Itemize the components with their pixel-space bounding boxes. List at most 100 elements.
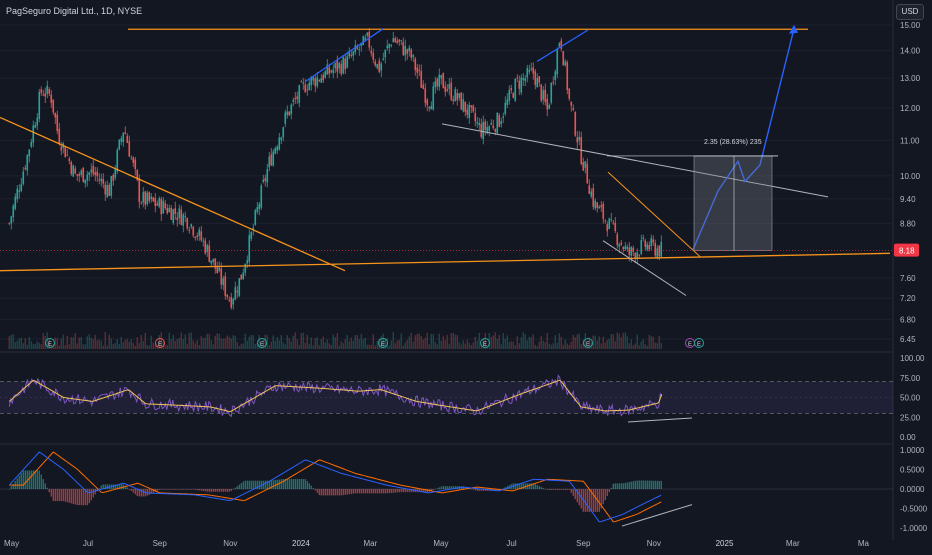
candle-body xyxy=(154,198,157,207)
volume-bar xyxy=(400,333,402,349)
volume-bar xyxy=(46,332,48,349)
macd-histogram-bar xyxy=(300,478,302,489)
candle-body xyxy=(220,268,223,285)
macd-histogram-bar xyxy=(450,486,452,489)
candle-body xyxy=(416,67,419,73)
volume-bar xyxy=(414,335,416,349)
volume-bar xyxy=(306,334,308,349)
volume-bar xyxy=(598,336,600,349)
macd-histogram-bar xyxy=(522,483,524,489)
candle-body xyxy=(442,73,445,89)
volume-bar xyxy=(82,344,84,349)
volume-bar xyxy=(120,337,122,349)
candle-body xyxy=(562,51,565,66)
candle-body xyxy=(34,124,37,128)
candle-body xyxy=(120,138,123,142)
volume-bar xyxy=(272,335,274,349)
macd-histogram-bar xyxy=(126,487,128,489)
candle-body xyxy=(530,68,533,70)
volume-bar xyxy=(252,335,254,349)
macd-histogram-bar xyxy=(448,486,450,489)
macd-histogram-bar xyxy=(556,489,558,490)
macd-tick-label: -0.5000 xyxy=(900,505,928,514)
candle-body xyxy=(342,57,345,74)
volume-bar xyxy=(98,339,100,349)
macd-histogram-bar xyxy=(344,489,346,495)
volume-bar xyxy=(184,334,186,349)
volume-bar xyxy=(288,338,290,349)
macd-histogram-bar xyxy=(216,489,218,492)
volume-bar xyxy=(524,334,526,349)
volume-bar xyxy=(566,343,568,349)
candle-body xyxy=(134,159,137,170)
macd-histogram-bar xyxy=(592,489,594,512)
candle-body xyxy=(460,92,463,110)
candle-body xyxy=(26,155,29,171)
volume-bar xyxy=(62,334,64,349)
volume-bar xyxy=(180,332,182,349)
volume-bar xyxy=(290,341,292,349)
volume-bar xyxy=(80,337,82,349)
candle-body xyxy=(276,146,279,151)
candle-body xyxy=(178,208,181,219)
macd-histogram-bar xyxy=(280,479,282,489)
macd-signal-line xyxy=(9,451,662,523)
candle-body xyxy=(482,121,485,140)
volume-bar xyxy=(284,344,286,349)
macd-histogram-bar xyxy=(562,489,564,490)
macd-histogram-bar xyxy=(230,489,232,491)
candle-body xyxy=(140,203,143,204)
candle-body xyxy=(116,149,119,172)
macd-histogram-bar xyxy=(658,480,660,489)
earnings-marker xyxy=(694,338,704,348)
volume-bar xyxy=(624,332,626,349)
macd-histogram-bar xyxy=(324,489,326,496)
volume-bar xyxy=(276,337,278,349)
candle-body xyxy=(308,82,311,91)
volume-bar xyxy=(324,342,326,349)
macd-histogram-bar xyxy=(244,480,246,489)
macd-histogram-bar xyxy=(480,489,482,491)
volume-bar xyxy=(102,345,104,349)
macd-histogram-bar xyxy=(118,484,120,489)
candle-body xyxy=(346,56,349,68)
volume-bar xyxy=(318,345,320,349)
candle-body xyxy=(266,169,269,183)
volume-bar xyxy=(652,336,654,349)
volume-bar xyxy=(564,339,566,349)
candle-body xyxy=(378,60,381,73)
currency-button[interactable]: USD xyxy=(896,4,924,20)
rsi-divergence-line xyxy=(627,417,693,423)
volume-bar xyxy=(388,345,390,349)
macd-histogram-bar xyxy=(518,483,520,489)
candle-body xyxy=(68,158,71,161)
volume-bar xyxy=(138,342,140,349)
candle-body xyxy=(358,49,361,51)
candle-body xyxy=(568,88,571,99)
macd-histogram-bar xyxy=(656,480,658,489)
volume-bar xyxy=(490,336,492,349)
macd-histogram-bar xyxy=(352,489,354,494)
macd-histogram-bar xyxy=(320,489,322,496)
macd-histogram-bar xyxy=(142,489,144,497)
volume-bar xyxy=(40,344,42,349)
candle-body xyxy=(264,178,267,181)
candle-body xyxy=(544,89,547,102)
candle-body xyxy=(466,109,469,115)
macd-histogram-bar xyxy=(660,480,662,489)
candle-body xyxy=(494,129,497,132)
macd-histogram-bar xyxy=(240,483,242,489)
rsi-tick-label: 0.00 xyxy=(900,433,916,442)
last-price-label: 8.18 xyxy=(899,247,915,256)
candle-body xyxy=(348,52,351,57)
candle-body xyxy=(160,199,163,215)
macd-histogram-bar xyxy=(256,480,258,489)
candle-body xyxy=(384,49,387,58)
measure-box xyxy=(693,155,773,251)
macd-histogram-bar xyxy=(632,481,634,489)
macd-histogram-bar xyxy=(626,482,628,489)
candle-body xyxy=(30,141,33,147)
macd-histogram-bar xyxy=(388,489,390,494)
